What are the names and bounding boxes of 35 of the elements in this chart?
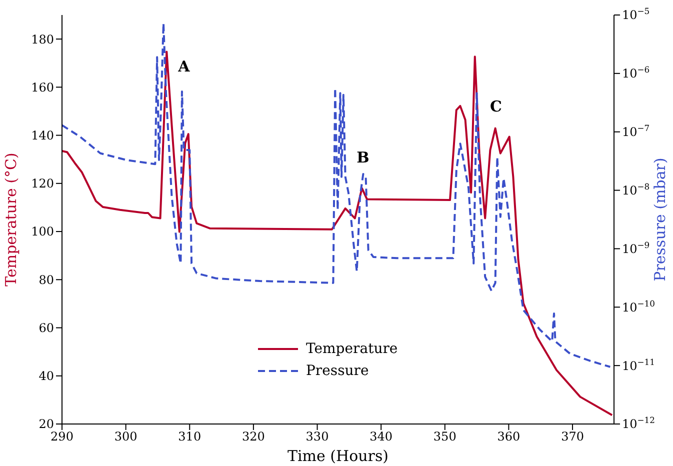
annotation: A [177, 57, 190, 76]
x-tick-label: 320 [242, 430, 265, 444]
annotation: B [356, 148, 370, 166]
y-tick-label: 60 [38, 320, 54, 335]
y2-tick-label: 10$^{−8}$ [622, 181, 650, 198]
y-tick-label: 140 [31, 128, 54, 142]
x-tick-label: 360 [497, 430, 520, 444]
y-tick-label: 120 [31, 176, 54, 191]
x-tick-label: 340 [370, 430, 393, 444]
x-tick-label: 330 [306, 430, 329, 444]
y-tick-label: 100 [31, 224, 54, 239]
y2-tick-label: 10$^{−7}$ [622, 123, 650, 140]
y2-tick-label: 10$^{−9}$ [622, 240, 650, 256]
legend-label: Pressure [306, 362, 369, 381]
y-tick-label: 80 [38, 272, 54, 287]
y-tick-label: 180 [31, 32, 54, 46]
y2-tick-label: 10$^{−10}$ [622, 298, 655, 314]
line-series [62, 50, 614, 416]
x-tick-label: 300 [114, 430, 138, 444]
y2-axis-title: Pressure (mbar) [651, 158, 669, 282]
y2-tick-label: 10$^{−5}$ [622, 6, 650, 22]
x-tick-label: 290 [50, 430, 74, 444]
y2-tick-label: 10$^{−12}$ [622, 415, 655, 432]
legend-label: Temperature [306, 340, 398, 359]
x-axis-title: Time (Hours) [287, 447, 389, 465]
y2-tick-label: 10$^{−6}$ [622, 64, 650, 81]
annotation: C [490, 97, 502, 116]
x-tick-label: 310 [178, 430, 202, 444]
x-tick-label: 370 [561, 430, 584, 444]
y-tick-label: 40 [38, 369, 54, 384]
y2-tick-label: 10$^{−11}$ [622, 356, 655, 373]
y-tick-label: 160 [31, 80, 54, 94]
x-tick-label: 350 [433, 430, 456, 444]
y-tick-label: 20 [38, 417, 54, 432]
y-axis-title: Temperature (°C) [2, 152, 20, 286]
